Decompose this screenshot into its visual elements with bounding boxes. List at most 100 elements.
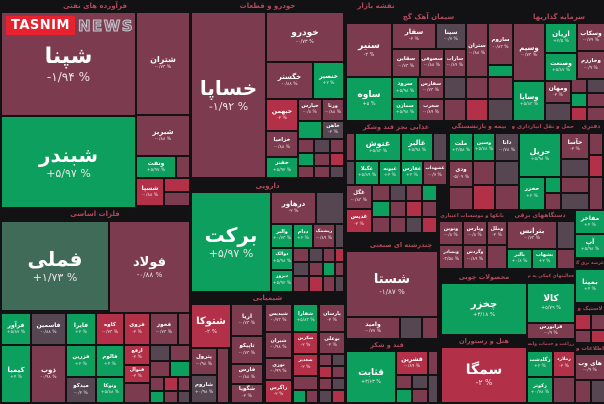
treemap-cell[interactable]: خزامیا -۰/۸۸ % xyxy=(267,132,297,156)
treemap-cell-filler[interactable] xyxy=(315,167,329,177)
treemap-cell[interactable]: حآسا -۲ % xyxy=(562,134,588,158)
treemap-cell[interactable]: وسین +۵/۷۸ % xyxy=(474,134,494,160)
treemap-cell[interactable]: بشهاب +۲ % xyxy=(533,250,556,268)
treemap-cell[interactable]: نوری -۰/۹۹ % xyxy=(266,359,291,379)
treemap-cell[interactable]: زاگرس -۲ % xyxy=(266,381,291,402)
treemap-cell-filler[interactable] xyxy=(333,379,344,389)
treemap-cell-filler[interactable] xyxy=(474,162,494,184)
treemap-cell-filler[interactable] xyxy=(177,157,189,177)
treemap-cell[interactable]: سقاین -۰/۷۳ % xyxy=(393,50,419,76)
treemap-cell[interactable]: وپارس -۰/۸ % xyxy=(464,222,486,244)
treemap-cell-filler[interactable] xyxy=(489,100,512,120)
treemap-cell-filler[interactable] xyxy=(407,218,421,232)
treemap-cell-filler[interactable] xyxy=(588,94,604,106)
treemap-cell[interactable]: خنصیر +۲ % xyxy=(314,63,343,98)
treemap-cell[interactable]: ودی -۵/۰۹ % xyxy=(450,162,472,186)
treemap-cell-filler[interactable] xyxy=(558,250,574,268)
treemap-cell-filler[interactable] xyxy=(294,249,308,261)
treemap-cell-filler[interactable] xyxy=(294,377,317,389)
treemap-cell-filler[interactable] xyxy=(320,367,331,377)
treemap-cell[interactable]: خفنر +۵/۹۲ % xyxy=(267,158,297,177)
treemap-cell[interactable]: شتران -۰/۷۳ % xyxy=(137,13,189,114)
treemap-cell-filler[interactable] xyxy=(373,202,389,216)
treemap-cell[interactable]: شکربن -۲ % xyxy=(294,333,317,353)
treemap-cell-filler[interactable] xyxy=(423,186,436,200)
treemap-cell[interactable]: شفارا +۵/۸۳ % xyxy=(294,305,317,331)
treemap-cell[interactable]: شستا -۱/۸۷ % xyxy=(347,252,437,316)
treemap-cell-filler[interactable] xyxy=(336,225,343,247)
treemap-cell[interactable]: شتوکا -۲ % xyxy=(192,305,230,347)
treemap-cell-filler[interactable] xyxy=(171,362,189,376)
treemap-cell-filler[interactable] xyxy=(588,108,604,120)
treemap-cell-filler[interactable] xyxy=(467,100,487,120)
treemap-cell[interactable]: کیمیا +۴ % xyxy=(2,346,30,402)
treemap-cell[interactable]: سفار -۲ % xyxy=(393,24,435,48)
treemap-cell-filler[interactable] xyxy=(592,381,604,402)
treemap-cell-filler[interactable] xyxy=(423,218,436,232)
treemap-cell[interactable]: ارفع -۲ % xyxy=(125,346,149,364)
treemap-cell-filler[interactable] xyxy=(373,218,389,232)
treemap-cell[interactable]: برکت +۵/۹۷ % xyxy=(192,193,270,291)
treemap-cell[interactable]: غگیلا +۵/۸۹ % xyxy=(356,162,378,184)
treemap-cell-filler[interactable] xyxy=(572,94,586,106)
treemap-cell[interactable]: بالبر +۰/۸ % xyxy=(508,250,531,268)
treemap-cell-filler[interactable] xyxy=(562,194,588,209)
treemap-cell-filler[interactable] xyxy=(590,134,602,154)
treemap-cell[interactable]: شیران -۰/۹۸ % xyxy=(266,333,291,357)
treemap-cell-filler[interactable] xyxy=(307,391,317,402)
treemap-cell-filler[interactable] xyxy=(299,154,313,165)
treemap-cell[interactable]: وگردش -۰/۸۹ % xyxy=(464,246,486,268)
treemap-cell[interactable]: سنیر -۲ % xyxy=(347,24,391,76)
treemap-cell[interactable]: غپونه +۴ % xyxy=(380,162,400,184)
treemap-cell[interactable]: سمگا -۲ % xyxy=(442,348,526,402)
treemap-cell[interactable]: شبریز -۰/۸۸ % xyxy=(137,116,189,155)
treemap-cell[interactable]: فالوم +۴ % xyxy=(97,346,123,376)
treemap-cell[interactable]: فولاد -۰/۸۸ % xyxy=(110,222,189,312)
treemap-cell-filler[interactable] xyxy=(554,378,574,402)
treemap-cell[interactable]: بترانس -۰/۷۳ % xyxy=(508,222,556,248)
treemap-cell[interactable]: زکوثر +۰/۷۸ % xyxy=(528,378,552,402)
treemap-cell-filler[interactable] xyxy=(413,376,427,388)
treemap-cell-filler[interactable] xyxy=(391,186,405,200)
treemap-cell[interactable]: دوالک +۵/۹۸ % xyxy=(272,249,292,269)
treemap-cell-filler[interactable] xyxy=(407,202,421,216)
treemap-cell[interactable]: فارس -۰/۸۸ % xyxy=(232,365,262,383)
treemap-cell[interactable]: حریل +۵/۹۸ % xyxy=(520,134,560,176)
treemap-cell[interactable]: بوعلی -۲ % xyxy=(320,333,344,353)
treemap-cell-filler[interactable] xyxy=(294,277,308,291)
treemap-cell[interactable]: خودرو -۰/۷۳ % xyxy=(267,13,343,61)
treemap-cell-filler[interactable] xyxy=(171,346,189,360)
treemap-cell[interactable]: فرآور +۵/۸۷ % xyxy=(2,314,30,344)
treemap-cell-filler[interactable] xyxy=(434,134,446,160)
treemap-cell-filler[interactable] xyxy=(151,346,169,360)
treemap-cell[interactable]: سفارس -۰/۷۳ % xyxy=(419,78,443,98)
treemap-cell-filler[interactable] xyxy=(391,202,405,216)
treemap-cell-filler[interactable] xyxy=(391,218,405,232)
treemap-cell[interactable]: قشرین -۰/۸۹ % xyxy=(397,352,427,374)
treemap-cell[interactable]: ریشمک -۰/۸۹ % xyxy=(314,225,334,247)
treemap-cell[interactable]: مفاخر +۴ % xyxy=(576,211,604,233)
treemap-cell-filler[interactable] xyxy=(590,178,602,209)
treemap-cell-filler[interactable] xyxy=(125,384,149,402)
treemap-cell[interactable]: ستران -۰/۸۸ % xyxy=(467,24,487,76)
treemap-cell-filler[interactable] xyxy=(165,179,189,191)
treemap-cell-filler[interactable] xyxy=(489,78,512,98)
treemap-cell[interactable]: ددام +۲ % xyxy=(294,225,312,247)
treemap-cell-filler[interactable] xyxy=(489,66,512,76)
treemap-cell[interactable]: میدکو -۰/۲ % xyxy=(67,378,95,402)
treemap-cell[interactable]: قثابت +۳/۶۳ % xyxy=(347,352,395,402)
treemap-cell[interactable]: فایرا +۲ % xyxy=(67,314,95,344)
treemap-cell-filler[interactable] xyxy=(407,186,421,200)
treemap-cell-filler[interactable] xyxy=(592,331,604,342)
treemap-cell[interactable]: شغدیر -۲ % xyxy=(294,355,317,375)
treemap-cell-filler[interactable] xyxy=(336,249,343,261)
treemap-cell[interactable]: ساوه +۵ % xyxy=(347,78,391,120)
treemap-cell[interactable]: زگلدشت +۲ % xyxy=(528,352,552,376)
treemap-cell[interactable]: درهاور -۲ % xyxy=(272,193,315,223)
treemap-cell-filler[interactable] xyxy=(423,318,437,338)
treemap-cell-filler[interactable] xyxy=(592,315,604,329)
treemap-cell-filler[interactable] xyxy=(165,392,177,402)
treemap-cell[interactable]: وملل -۲ % xyxy=(488,222,506,244)
treemap-cell[interactable]: چخزر +۳/۱۸ % xyxy=(442,284,526,334)
treemap-cell[interactable]: فملی +۱/۷۳ % xyxy=(2,222,108,310)
